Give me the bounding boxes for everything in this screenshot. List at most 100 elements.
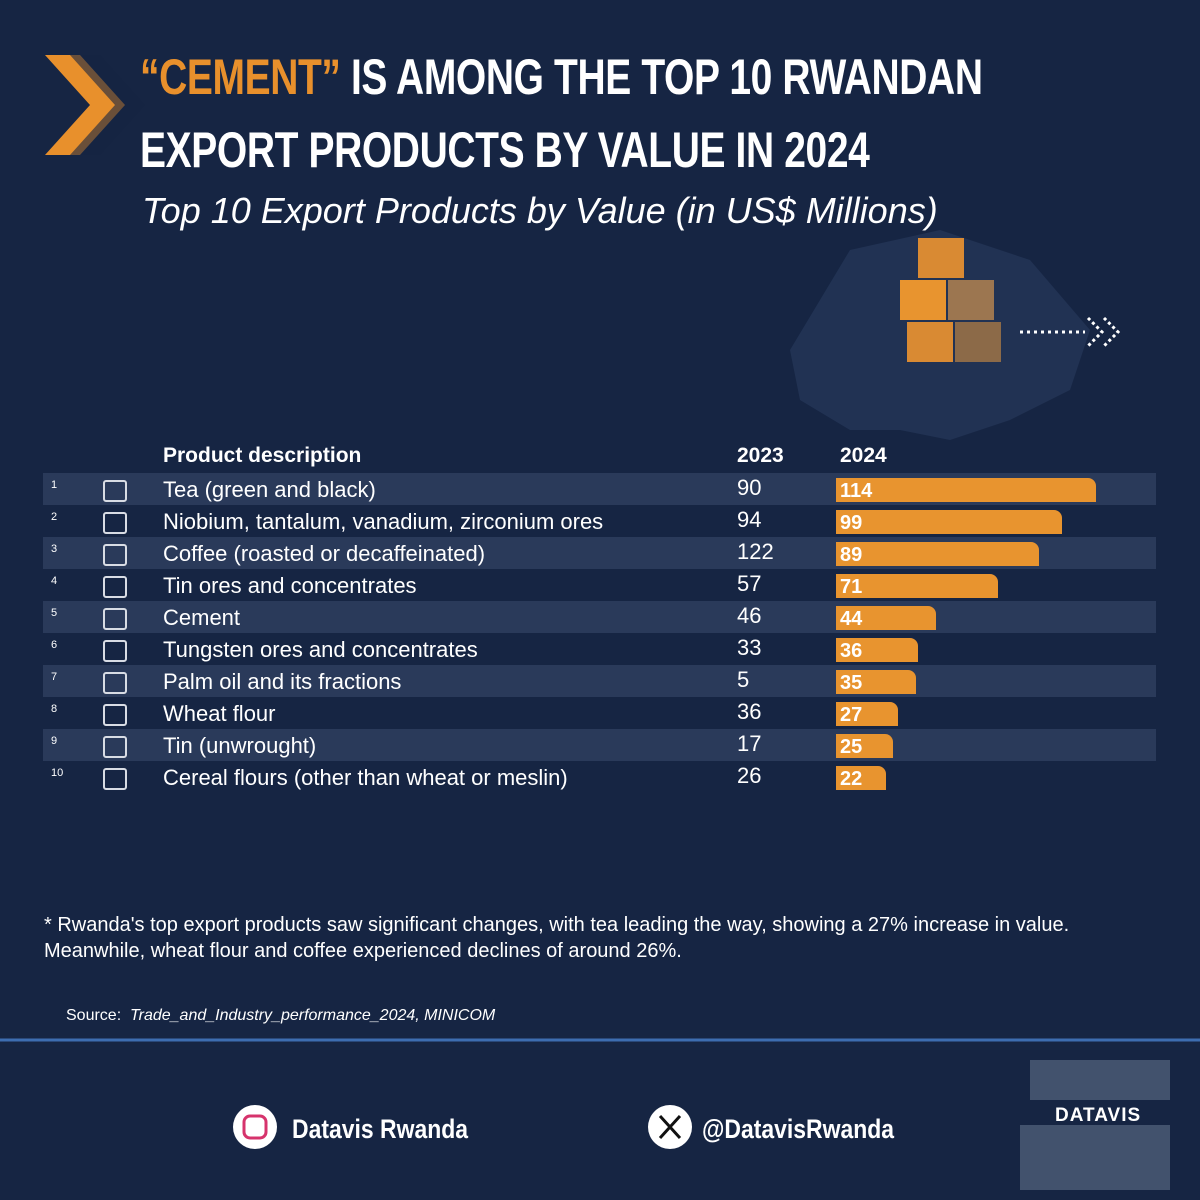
box: [918, 238, 964, 278]
value-label: 22: [840, 768, 863, 790]
rank: 8: [51, 703, 58, 715]
subtitle: Top 10 Export Products by Value (in US$ …: [142, 190, 938, 231]
box: [955, 322, 1001, 362]
value-label: 35: [840, 672, 863, 694]
bar: 89: [836, 542, 1039, 566]
instagram-glyph: [242, 1114, 268, 1140]
table-row: 3 Coffee (roasted or decaffeinated) 122 89: [43, 537, 1156, 569]
instagram-handle: Datavis Rwanda: [292, 1114, 469, 1144]
value-label: 44: [840, 608, 863, 630]
title-highlight: “CEMENT”: [140, 49, 341, 105]
rank: 7: [51, 671, 58, 683]
value-2023: 57: [737, 571, 762, 596]
value-2023: 17: [737, 731, 762, 756]
title-line-1: “CEMENT” IS AMONG THE TOP 10 RWANDAN: [140, 52, 983, 102]
table-row: 1 Tea (green and black) 90 114: [43, 473, 1156, 505]
value-label: 71: [840, 576, 863, 598]
icon: [103, 544, 127, 566]
value-2023: 33: [737, 635, 762, 660]
table-row: 5 Cement 46 44: [43, 601, 1156, 633]
header-product: Product description: [163, 444, 362, 467]
box: [907, 322, 953, 362]
title-line-2: EXPORT PRODUCTS BY VALUE IN 2024: [140, 122, 870, 178]
chevron: [45, 55, 125, 155]
product-name: Palm oil and its fractions: [163, 669, 402, 694]
icon: [103, 672, 127, 694]
value-label: 114: [840, 480, 873, 502]
value-2023: 94: [737, 507, 762, 532]
chevron-shade: [70, 55, 145, 155]
value-2023: 26: [737, 763, 762, 788]
table-row: 10 Cereal flours (other than wheat or mes…: [43, 761, 1156, 793]
instagram-icon: [233, 1105, 277, 1149]
icon: [103, 512, 127, 534]
x-glyph: [658, 1114, 682, 1140]
title-text: IS AMONG THE TOP 10 RWANDAN: [340, 49, 983, 105]
product-name: Tin ores and concentrates: [163, 573, 417, 598]
value-2023: 5: [737, 667, 750, 692]
rank: 1: [51, 479, 58, 491]
value-label: 27: [840, 704, 863, 726]
rank: 3: [51, 543, 58, 555]
value-label: 99: [840, 512, 863, 534]
value-2023: 46: [737, 603, 762, 628]
x-handle: @DatavisRwanda: [702, 1114, 895, 1144]
product-name: Tin (unwrought): [163, 733, 317, 758]
source-label: Source:: [66, 1007, 122, 1024]
box: [948, 280, 994, 320]
table-row: 4 Tin ores and concentrates 57 71: [43, 569, 1156, 601]
box: [900, 280, 946, 320]
note: * Rwanda's top export products saw signi…: [44, 914, 1070, 962]
value-2023: 36: [737, 699, 762, 724]
rank: 6: [51, 639, 58, 651]
bar: 22: [836, 766, 887, 790]
arrow: [1102, 316, 1121, 348]
icon: [103, 736, 127, 758]
rank: 4: [51, 575, 58, 587]
icon: [103, 704, 127, 726]
bar: 27: [836, 702, 898, 726]
icon: [103, 480, 127, 502]
icon: [103, 608, 127, 630]
icon: [103, 576, 127, 598]
brand: DATAVIS: [1055, 1105, 1142, 1126]
header-2023: 2023: [737, 444, 784, 467]
product-name: Niobium, tantalum, vanadium, zirconium o…: [163, 509, 604, 534]
rank: 5: [51, 607, 58, 619]
bar: 114: [836, 478, 1096, 502]
product-name: Tea (green and black): [163, 477, 376, 502]
value-2023: 122: [737, 539, 774, 564]
product-name: Cereal flours (other than wheat or mesli…: [163, 765, 568, 790]
source: Source: Trade_and_Industry_performance_2…: [66, 1007, 495, 1025]
rank: 10: [51, 767, 64, 779]
value-label: 36: [840, 640, 863, 662]
icon: [103, 768, 127, 790]
header-2024: 2024: [840, 444, 887, 467]
value-2023: 90: [737, 475, 762, 500]
bar: 35: [836, 670, 916, 694]
value-label: 25: [840, 736, 863, 758]
table-row: 9 Tin (unwrought) 17 25: [43, 729, 1156, 761]
rank: 2: [51, 511, 58, 523]
bar: 25: [836, 734, 893, 758]
bar: 71: [836, 574, 998, 598]
bar: 36: [836, 638, 919, 662]
product-name: Tungsten ores and concentrates: [163, 637, 478, 662]
product-name: Wheat flour: [163, 701, 276, 726]
source-text: Trade_and_Industry_performance_2024, MIN…: [130, 1007, 496, 1024]
product-name: Coffee (roasted or decaffeinated): [163, 541, 486, 566]
product-name: Cement: [163, 605, 241, 630]
table-row: 6 Tungsten ores and concentrates 33 36: [43, 633, 1156, 665]
table-row: 8 Wheat flour 36 27: [43, 697, 1156, 729]
table-row: 2 Niobium, tantalum, vanadium, zirconium …: [43, 505, 1156, 537]
bar: 99: [836, 510, 1062, 534]
icon: [103, 640, 127, 662]
value-label: 89: [840, 544, 863, 566]
arrow: [1086, 316, 1105, 348]
table-row: 7 Palm oil and its fractions 5 35: [43, 665, 1156, 697]
brand-grid: [1020, 1060, 1170, 1190]
rank: 9: [51, 735, 58, 747]
bar: 44: [836, 606, 937, 630]
